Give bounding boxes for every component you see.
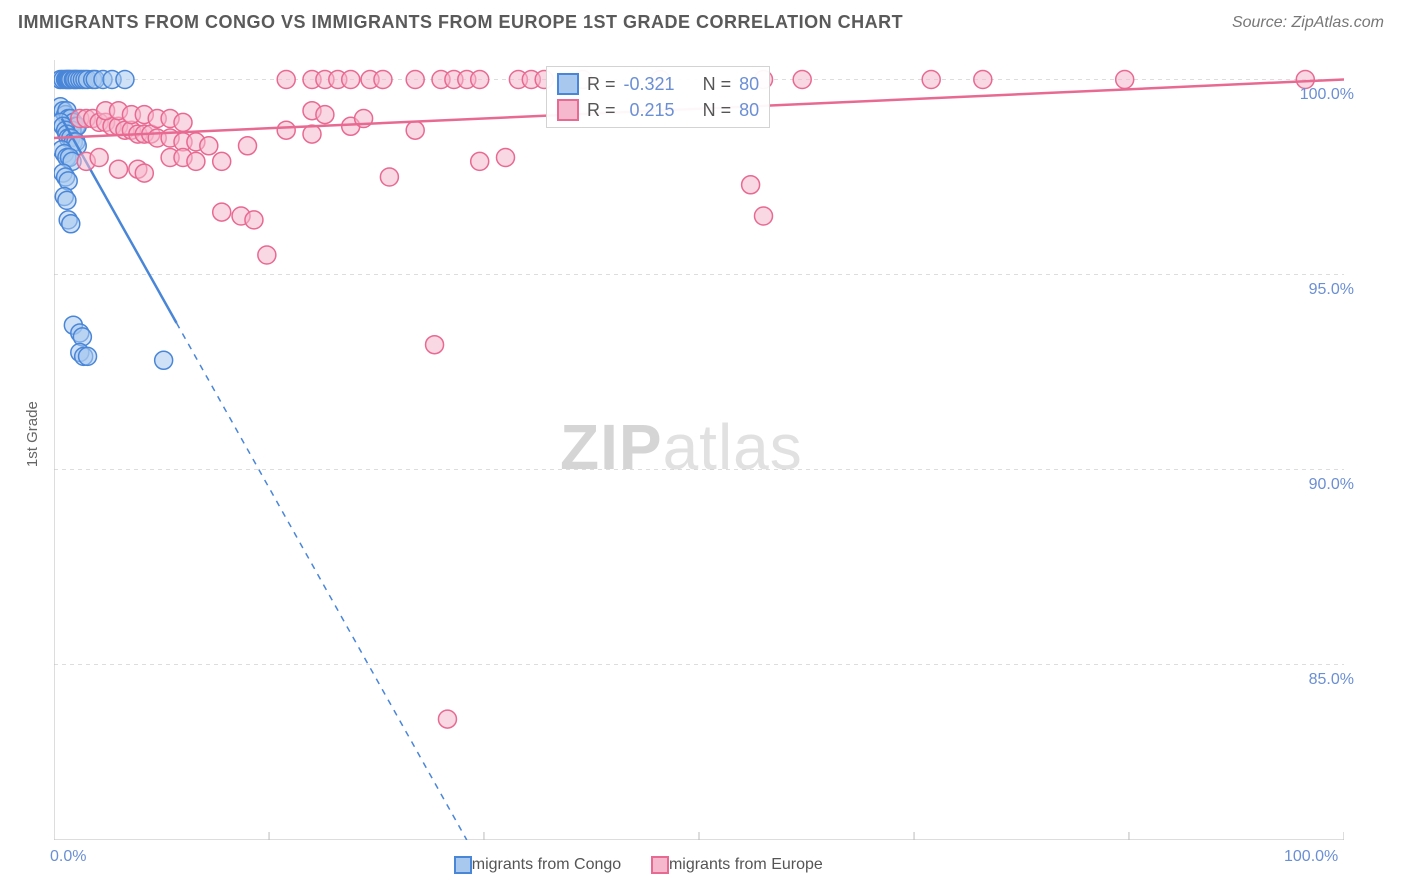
- congo-swatch-icon: [557, 73, 579, 95]
- n-prefix: N =: [703, 100, 732, 121]
- n-prefix: N =: [703, 74, 732, 95]
- y-tick-label: 90.0%: [1274, 476, 1354, 494]
- y-tick-label: 100.0%: [1274, 86, 1354, 104]
- europe-legend-label: Immigrants from Europe: [651, 856, 823, 874]
- chart-title: IMMIGRANTS FROM CONGO VS IMMIGRANTS FROM…: [18, 12, 903, 33]
- europe-n-value: 80: [739, 100, 759, 121]
- bottom-legend: Immigrants from Congo Immigrants from Eu…: [454, 856, 823, 874]
- congo-n-value: 80: [739, 74, 759, 95]
- scatter-plot: [54, 60, 1344, 840]
- x-tick-label: 0.0%: [50, 848, 86, 892]
- congo-legend-swatch-icon: [454, 856, 472, 874]
- congo-legend-label: Immigrants from Congo: [454, 856, 621, 874]
- europe-legend-swatch-icon: [651, 856, 669, 874]
- source-attribution: Source: ZipAtlas.com: [1232, 14, 1384, 32]
- stats-row-congo: R = -0.321 N = 80: [557, 71, 759, 97]
- europe-swatch-icon: [557, 99, 579, 121]
- y-tick-label: 95.0%: [1274, 281, 1354, 299]
- r-prefix: R =: [587, 74, 616, 95]
- stats-row-europe: R = 0.215 N = 80: [557, 97, 759, 123]
- r-prefix: R =: [587, 100, 616, 121]
- congo-r-value: -0.321: [624, 74, 675, 95]
- europe-r-value: 0.215: [624, 100, 675, 121]
- stats-legend: R = -0.321 N = 80 R = 0.215 N = 80: [546, 66, 770, 128]
- y-axis-label: 1st Grade: [24, 401, 41, 467]
- y-tick-label: 85.0%: [1274, 671, 1354, 689]
- x-tick-label: 100.0%: [1284, 848, 1338, 892]
